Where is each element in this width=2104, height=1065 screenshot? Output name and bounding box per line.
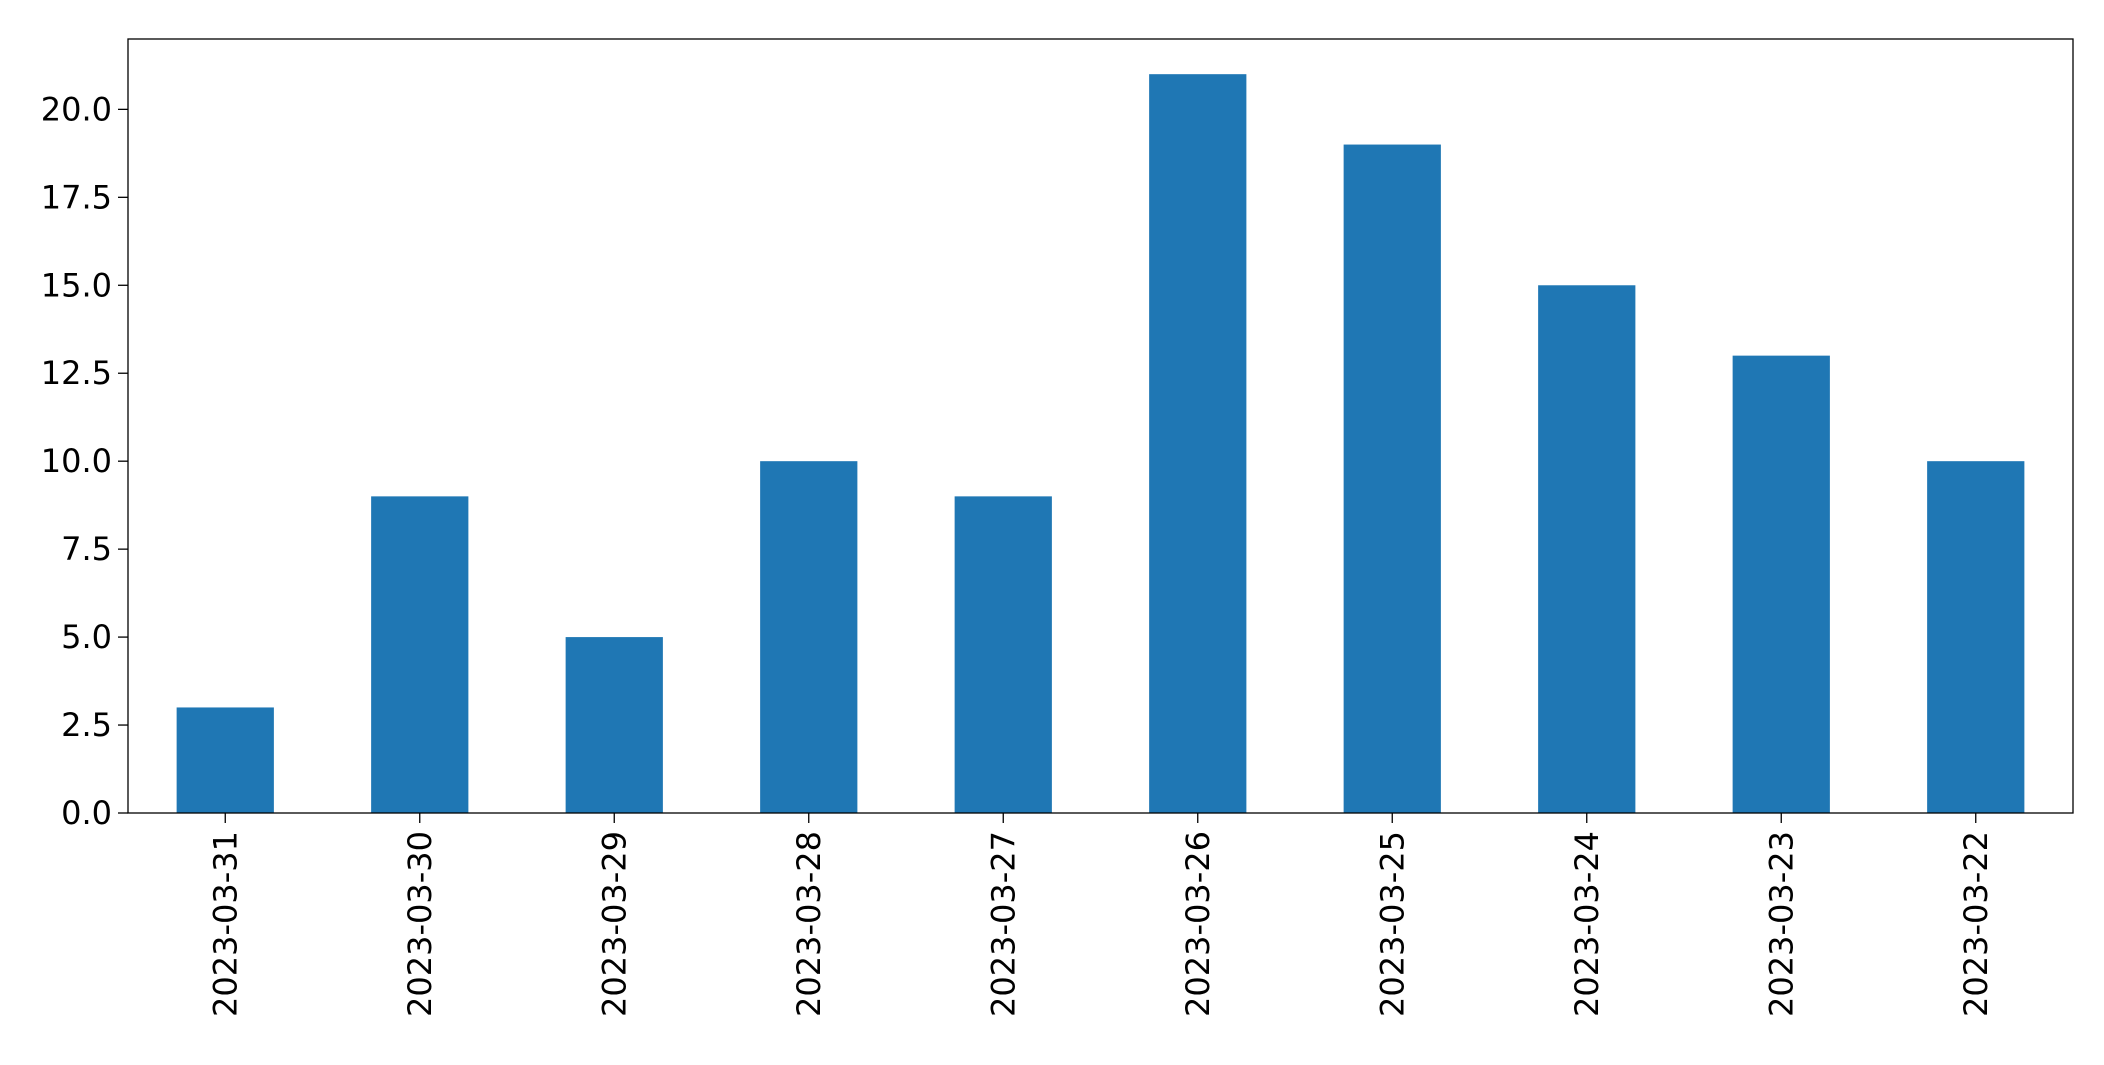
y-axis: 0.0 2.5 5.0 7.5 10.0 12.5 15.0 17.5 20.0 <box>41 90 128 832</box>
x-tick-label: 2023-03-22 <box>1957 831 1995 1017</box>
y-tick-label: 2.5 <box>61 706 112 744</box>
bar-2023-03-24 <box>1538 285 1636 813</box>
y-tick-label: 0.0 <box>61 794 112 832</box>
bar-2023-03-27 <box>954 496 1052 813</box>
y-tick-label: 5.0 <box>61 618 112 656</box>
x-tick-label: 2023-03-23 <box>1762 831 1800 1017</box>
y-tick-label: 7.5 <box>61 530 112 568</box>
bar-2023-03-28 <box>760 461 858 813</box>
x-tick-label: 2023-03-31 <box>206 831 244 1017</box>
bar-2023-03-23 <box>1732 355 1830 813</box>
bar-2023-03-26 <box>1149 74 1247 814</box>
bars-group <box>176 74 2025 814</box>
bar-2023-03-22 <box>1927 461 2025 813</box>
x-tick-label: 2023-03-26 <box>1179 831 1217 1017</box>
x-tick-label: 2023-03-25 <box>1373 831 1411 1017</box>
bar-2023-03-29 <box>565 637 663 813</box>
x-tick-label: 2023-03-29 <box>595 831 633 1017</box>
bar-2023-03-30 <box>371 496 469 813</box>
x-axis: 2023-03-31 2023-03-30 2023-03-29 2023-03-28… <box>206 813 1995 1017</box>
y-tick-label: 10.0 <box>41 442 112 480</box>
x-tick-label: 2023-03-30 <box>401 831 439 1017</box>
bar-2023-03-25 <box>1343 144 1441 814</box>
x-tick-label: 2023-03-24 <box>1568 831 1606 1017</box>
plot-frame <box>127 38 2074 814</box>
y-tick-label: 12.5 <box>41 354 112 392</box>
x-tick-label: 2023-03-28 <box>790 831 828 1017</box>
bar-2023-03-31 <box>176 707 274 813</box>
y-tick-label: 15.0 <box>41 266 112 304</box>
y-tick-label: 17.5 <box>41 178 112 216</box>
x-tick-label: 2023-03-27 <box>984 831 1022 1017</box>
y-tick-label: 20.0 <box>41 90 112 128</box>
